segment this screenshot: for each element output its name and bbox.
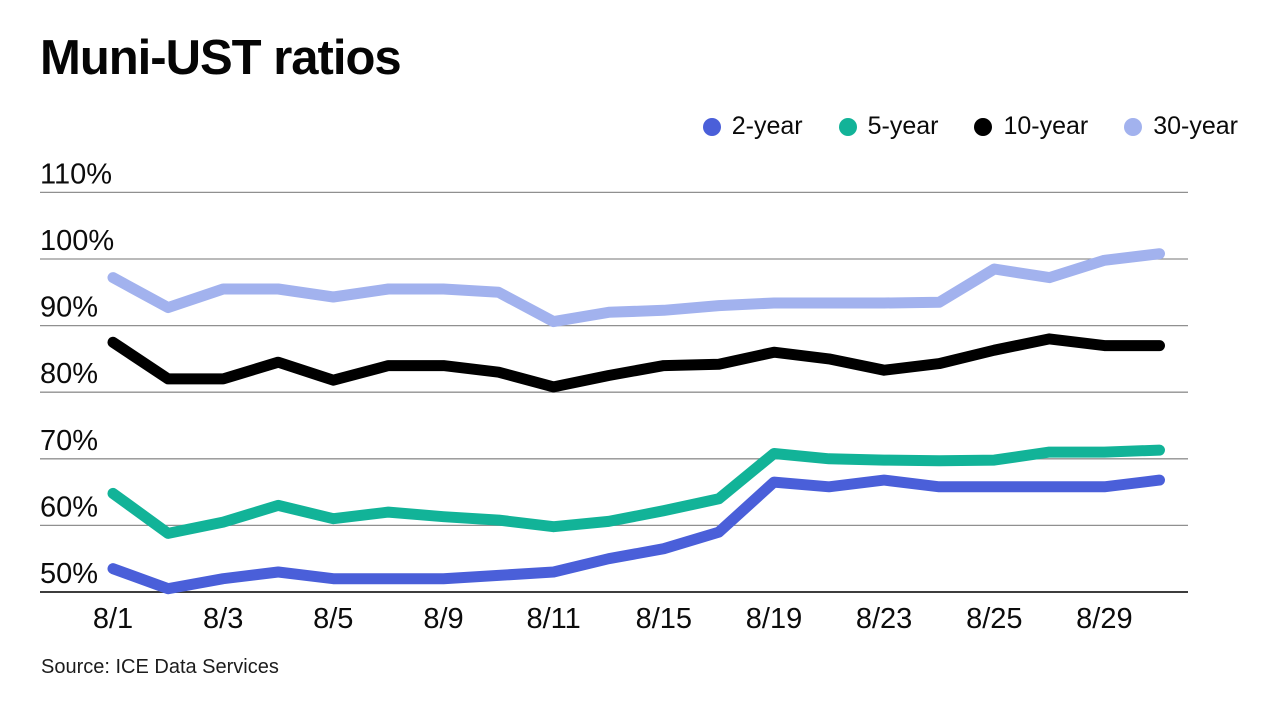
y-axis-label-60: 60%	[40, 491, 98, 523]
x-axis-label-8-5: 8/5	[313, 603, 353, 635]
x-axis-label-8-9: 8/9	[423, 603, 463, 635]
source-credit: Source: ICE Data Services	[41, 656, 279, 678]
chart-title: Muni-UST ratios	[40, 31, 402, 85]
series-line-5-year	[107, 444, 1165, 539]
legend: 2-year 5-year 10-year 30-year	[702, 112, 1238, 141]
legend-swatch-icon	[1124, 117, 1143, 136]
legend-swatch-icon	[702, 117, 721, 136]
legend-item-5-year: 5-year	[838, 112, 939, 141]
legend-item-2-year: 2-year	[702, 112, 803, 141]
legend-label: 5-year	[867, 112, 939, 140]
x-axis-label-8-23: 8/23	[856, 603, 912, 635]
x-axis-label-8-1: 8/1	[93, 603, 133, 635]
x-axis-label-8-25: 8/25	[966, 603, 1022, 635]
series-line-10-year	[107, 333, 1165, 393]
y-axis-label-50: 50%	[40, 558, 98, 590]
series-line-30-year	[107, 248, 1165, 328]
legend-label: 30-year	[1153, 112, 1238, 140]
legend-item-10-year: 10-year	[974, 112, 1088, 141]
legend-label: 10-year	[1003, 112, 1089, 140]
x-axis-label-8-19: 8/19	[746, 603, 802, 635]
y-axis-label-70: 70%	[40, 425, 98, 457]
legend-swatch-icon	[974, 117, 993, 136]
x-axis-label-8-29: 8/29	[1076, 603, 1132, 635]
series-line-2-year	[107, 474, 1165, 595]
legend-item-30-year: 30-year	[1124, 112, 1238, 141]
x-axis-label-8-11: 8/11	[526, 603, 580, 635]
legend-swatch-icon	[838, 117, 857, 136]
legend-label: 2-year	[731, 112, 803, 140]
y-axis-label-80: 80%	[40, 358, 98, 390]
y-axis-label-100: 100%	[40, 225, 114, 257]
y-axis-label-90: 90%	[40, 292, 98, 324]
y-axis-label-110: 110%	[40, 158, 112, 190]
x-axis-label-8-3: 8/3	[203, 603, 243, 635]
x-axis-label-8-15: 8/15	[636, 603, 692, 635]
